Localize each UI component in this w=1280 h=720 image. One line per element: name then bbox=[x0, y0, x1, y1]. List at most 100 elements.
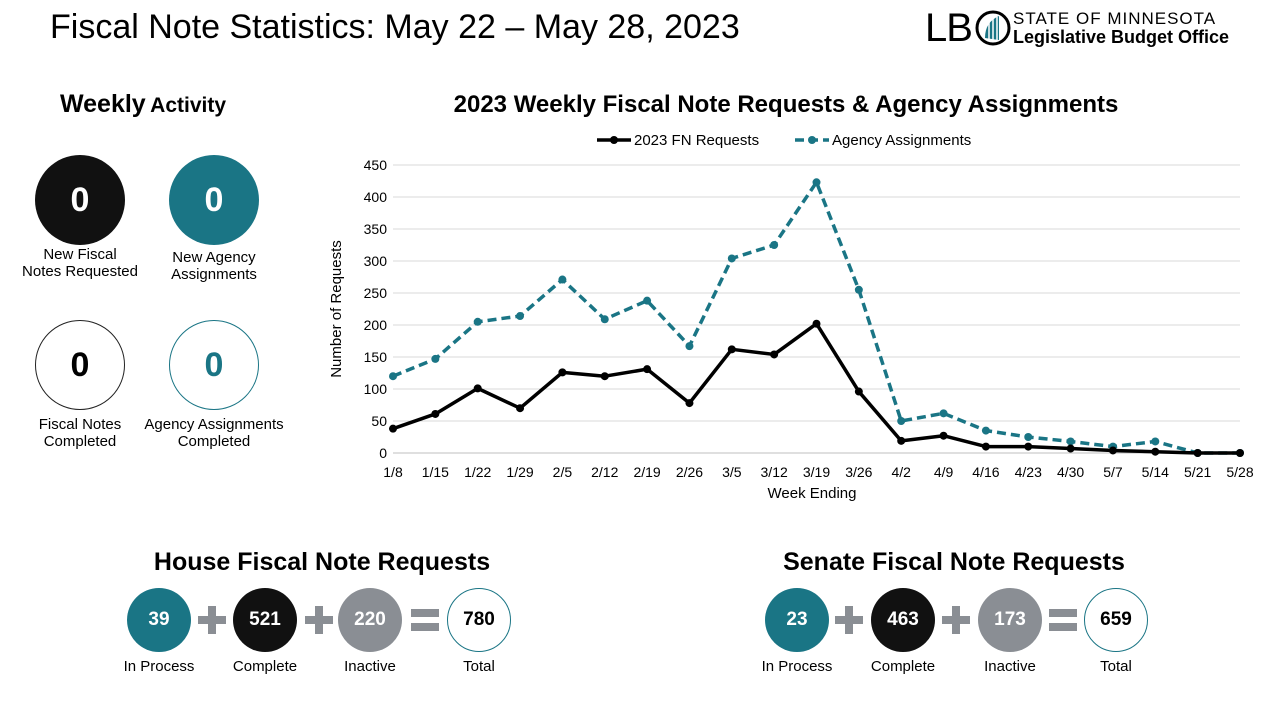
senate-inactive: 173 Inactive bbox=[950, 588, 1070, 675]
house-total: 780 Total bbox=[419, 588, 539, 675]
house-inactive-label: Inactive bbox=[344, 658, 396, 675]
senate-in-process-value: 23 bbox=[765, 588, 829, 652]
y-tick-label: 100 bbox=[364, 381, 388, 397]
chart-title: 2023 Weekly Fiscal Note Requests & Agenc… bbox=[454, 91, 1119, 118]
data-point bbox=[981, 426, 990, 435]
data-point bbox=[643, 365, 652, 374]
data-point bbox=[727, 254, 736, 263]
stat-value: 0 bbox=[35, 155, 125, 245]
x-tick-label: 4/2 bbox=[891, 464, 911, 480]
stat-label: New Agency Assignments bbox=[129, 249, 299, 283]
stat-label: Fiscal Notes Completed bbox=[0, 416, 165, 450]
senate-total-label: Total bbox=[1100, 658, 1132, 675]
data-point bbox=[600, 372, 609, 381]
senate-complete-label: Complete bbox=[870, 658, 936, 675]
senate-total-value: 659 bbox=[1084, 588, 1148, 652]
logo-abbrev: LB bbox=[925, 6, 973, 50]
x-tick-label: 1/8 bbox=[383, 464, 403, 480]
logo-o-icon bbox=[975, 10, 1011, 46]
data-point bbox=[685, 399, 694, 408]
plus-icon bbox=[198, 606, 226, 634]
x-tick-label: 2/5 bbox=[553, 464, 573, 480]
page-title: Fiscal Note Statistics: May 22 – May 28,… bbox=[50, 8, 740, 46]
senate-in-process: 23 In Process bbox=[737, 588, 857, 675]
weekly-heading-bold: Weekly bbox=[60, 90, 146, 118]
series-line bbox=[392, 180, 1240, 455]
data-point bbox=[516, 312, 525, 321]
stat-label: Agency Assignments Completed bbox=[129, 416, 299, 450]
chart-series bbox=[389, 178, 1244, 457]
house-in-process: 39 In Process bbox=[99, 588, 219, 675]
stat-label-line2: Completed bbox=[177, 433, 251, 450]
x-tick-label: 1/22 bbox=[464, 464, 491, 480]
house-total-value: 780 bbox=[447, 588, 511, 652]
data-point bbox=[770, 241, 779, 249]
data-point bbox=[897, 417, 906, 425]
legend-item-agency-assignments: Agency Assignments bbox=[795, 132, 971, 149]
data-point bbox=[981, 442, 990, 451]
stat-label-line1: New Fiscal bbox=[43, 246, 117, 263]
series-fn-requests bbox=[389, 319, 1244, 457]
y-tick-label: 50 bbox=[371, 413, 387, 429]
equals-icon bbox=[1049, 609, 1077, 631]
x-tick-label: 5/28 bbox=[1226, 464, 1253, 480]
senate-total: 659 Total bbox=[1056, 588, 1176, 675]
x-tick-label: 1/29 bbox=[506, 464, 533, 480]
data-point bbox=[939, 409, 948, 418]
x-tick-label: 3/5 bbox=[722, 464, 742, 480]
data-point bbox=[685, 342, 694, 351]
stat-label-line2: Assignments bbox=[171, 266, 257, 283]
lbo-logo: LB STATE OF MINNESOTA Legislative Budget… bbox=[925, 8, 1255, 48]
x-tick-label: 4/30 bbox=[1057, 464, 1084, 480]
data-point bbox=[473, 384, 482, 393]
x-tick-label: 4/23 bbox=[1015, 464, 1042, 480]
senate-complete: 463 Complete bbox=[843, 588, 963, 675]
chart-legend: 2023 FN Requests Agency Assignments bbox=[597, 132, 971, 149]
house-heading: House Fiscal Note Requests bbox=[153, 548, 491, 576]
plus-icon bbox=[835, 606, 863, 634]
logo-line2: Legislative Budget Office bbox=[1013, 27, 1230, 47]
house-in-process-value: 39 bbox=[127, 588, 191, 652]
legend-marker bbox=[610, 136, 618, 144]
house-in-process-label: In Process bbox=[123, 658, 195, 675]
data-point bbox=[854, 387, 863, 396]
series-agency-assignments bbox=[389, 178, 1244, 457]
data-point bbox=[939, 431, 948, 440]
stat-label-line1: New Agency bbox=[172, 249, 256, 266]
x-tick-label: 1/15 bbox=[422, 464, 449, 480]
stat-label-line1: Fiscal Notes bbox=[38, 416, 122, 433]
data-point bbox=[897, 436, 906, 445]
senate-in-process-label: In Process bbox=[761, 658, 833, 675]
house-complete: 521 Complete bbox=[205, 588, 325, 675]
stat-agency-assignments-completed: 0 Agency Assignments Completed bbox=[129, 320, 299, 450]
house-inactive: 220 Inactive bbox=[310, 588, 430, 675]
data-point bbox=[1193, 449, 1202, 457]
x-axis-label: Week Ending bbox=[768, 485, 857, 502]
data-point bbox=[558, 275, 567, 284]
equals-icon bbox=[411, 609, 439, 631]
data-point bbox=[600, 315, 609, 324]
stat-fiscal-notes-completed: 0 Fiscal Notes Completed bbox=[0, 320, 165, 450]
x-tick-label: 4/9 bbox=[934, 464, 954, 480]
data-point bbox=[1066, 444, 1075, 453]
data-point bbox=[1024, 442, 1033, 451]
stat-value: 0 bbox=[35, 320, 125, 410]
data-point bbox=[389, 424, 397, 433]
data-point bbox=[812, 319, 821, 328]
data-point bbox=[643, 296, 652, 305]
data-point bbox=[1066, 437, 1075, 446]
data-point bbox=[1151, 447, 1160, 456]
stat-label: New Fiscal Notes Requested bbox=[0, 246, 165, 280]
x-tick-label: 2/19 bbox=[633, 464, 660, 480]
data-point bbox=[1151, 437, 1160, 446]
line-chart: 2023 Weekly Fiscal Note Requests & Agenc… bbox=[328, 91, 1254, 502]
chart-gridlines bbox=[393, 164, 1240, 454]
house-inactive-value: 220 bbox=[338, 588, 402, 652]
y-axis-ticks: 0 50 100 150 200 250 300 350 400 450 bbox=[364, 157, 388, 461]
data-point bbox=[1108, 446, 1117, 455]
x-tick-label: 3/12 bbox=[761, 464, 788, 480]
senate-heading: Senate Fiscal Note Requests bbox=[783, 548, 1125, 576]
stat-value: 0 bbox=[169, 155, 259, 245]
y-tick-label: 300 bbox=[364, 253, 388, 269]
logo-line1: STATE OF MINNESOTA bbox=[1013, 9, 1217, 28]
